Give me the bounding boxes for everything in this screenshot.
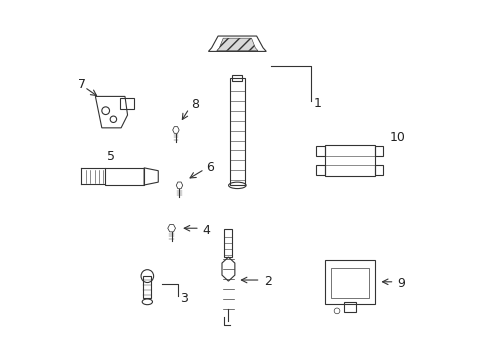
Bar <box>324 145 374 176</box>
Text: 6: 6 <box>206 161 214 174</box>
Bar <box>229 78 244 185</box>
Text: 9: 9 <box>397 277 405 290</box>
Bar <box>344 302 355 312</box>
Text: 8: 8 <box>190 99 199 112</box>
Text: 5: 5 <box>107 150 115 163</box>
Text: 3: 3 <box>180 292 188 305</box>
Bar <box>316 146 324 156</box>
Bar <box>120 98 134 109</box>
Text: 2: 2 <box>264 275 271 288</box>
Text: 10: 10 <box>388 131 404 144</box>
Bar <box>104 168 144 185</box>
Polygon shape <box>216 38 257 51</box>
Bar <box>374 165 383 175</box>
Text: 7: 7 <box>78 78 86 91</box>
Bar <box>330 268 368 297</box>
Bar <box>143 276 151 297</box>
Text: 1: 1 <box>313 97 322 110</box>
Text: 4: 4 <box>202 224 210 237</box>
Bar <box>316 165 324 175</box>
Bar <box>232 75 242 81</box>
Bar <box>224 229 232 257</box>
Bar <box>374 146 383 156</box>
Bar <box>324 260 374 304</box>
